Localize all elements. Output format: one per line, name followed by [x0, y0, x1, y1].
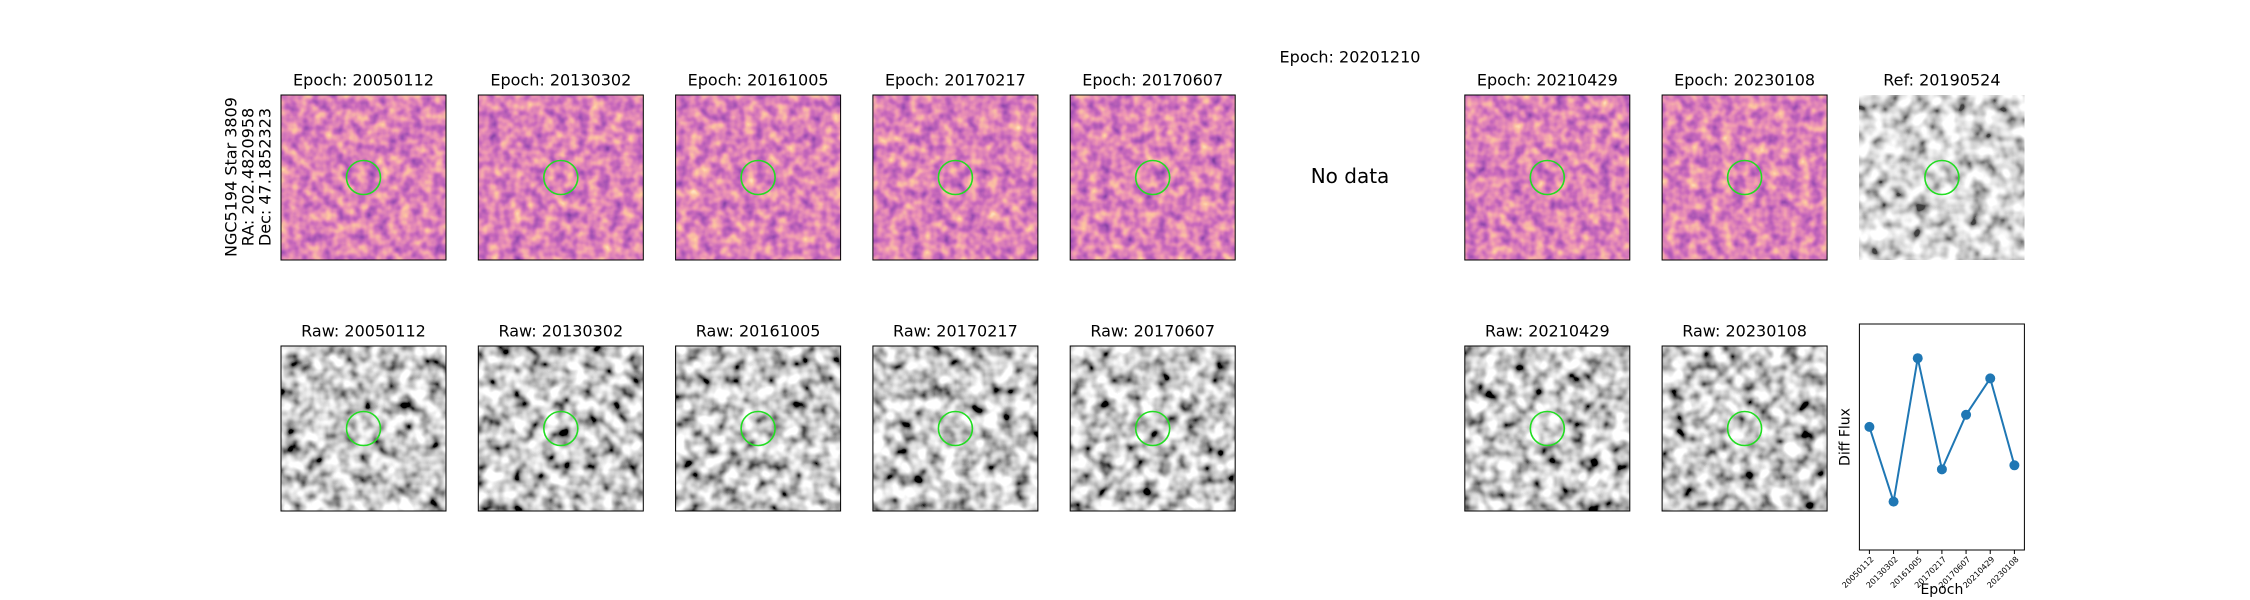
image-panel — [872, 346, 1038, 511]
panel-title: Epoch: 20230108 — [1674, 71, 1815, 90]
image-panel — [478, 95, 644, 260]
star-ra: RA: 202.4820958 — [239, 108, 258, 247]
image-panel — [675, 346, 841, 511]
data-point — [1912, 353, 1923, 364]
panel-title: Raw: 20210429 — [1485, 322, 1610, 341]
plot-frame — [1858, 323, 2025, 551]
panel-frame — [1661, 94, 1828, 261]
aperture — [1726, 159, 1763, 196]
star-dec: Dec: 47.1852323 — [256, 108, 275, 246]
data-point — [1864, 421, 1875, 432]
image-panel — [1464, 95, 1630, 260]
image-panel — [1070, 95, 1236, 260]
image-panel — [1859, 95, 2025, 260]
panel-title: Epoch: 20201210 — [1280, 48, 1421, 67]
image-panel — [675, 95, 841, 260]
panel-title: Raw: 20130302 — [498, 322, 623, 341]
aperture — [1134, 410, 1171, 447]
y-axis-label: Diff Flux — [1837, 408, 1853, 466]
image-panel — [1662, 95, 1828, 260]
panel-title: Epoch: 20170607 — [1082, 71, 1223, 90]
aperture — [542, 159, 579, 196]
panel-title: Ref: 20190524 — [1883, 71, 2000, 90]
aperture — [1924, 159, 1960, 196]
panel-frame — [872, 94, 1039, 261]
data-point — [1961, 409, 1972, 420]
panel-frame — [280, 345, 447, 512]
star-name: NGC5194 Star 3809 — [222, 97, 241, 257]
no-data: No data — [1311, 164, 1390, 188]
aperture — [1529, 159, 1566, 196]
aperture — [740, 410, 776, 447]
aperture — [740, 159, 776, 196]
panel-title: Raw: 20230108 — [1682, 322, 1807, 341]
panel-frame — [1661, 345, 1828, 512]
panel-title: Raw: 20050112 — [301, 322, 426, 341]
panel-frame — [675, 345, 842, 512]
aperture — [345, 410, 382, 447]
aperture — [937, 410, 974, 447]
image-panel — [478, 346, 644, 511]
image-panel — [1662, 346, 1828, 511]
data-point — [2009, 460, 2020, 471]
panel-frame — [1464, 345, 1631, 512]
panel-title: Raw: 20170217 — [893, 322, 1018, 341]
panel-title: Epoch: 20210429 — [1477, 71, 1618, 90]
data-point — [1985, 373, 1996, 384]
panel-frame — [872, 345, 1039, 512]
x-axis-label: Epoch — [1920, 582, 1963, 598]
image-panel — [281, 95, 446, 260]
panel-frame — [477, 94, 644, 261]
panel-frame — [1069, 94, 1236, 261]
panel-title: Epoch: 20161005 — [688, 71, 829, 90]
image-panel — [1070, 346, 1236, 511]
image-panel — [1464, 346, 1630, 511]
image-panel — [281, 346, 446, 511]
panel-frame — [1069, 345, 1236, 512]
data-point — [1888, 496, 1899, 507]
panel-title: Epoch: 20170217 — [885, 71, 1026, 90]
panel-title: Epoch: 20050112 — [293, 71, 434, 90]
aperture — [1529, 410, 1566, 447]
panel-frame — [1464, 94, 1631, 261]
aperture — [937, 159, 974, 196]
aperture — [542, 410, 579, 447]
aperture — [345, 159, 382, 196]
aperture — [1134, 159, 1171, 196]
aperture — [1726, 410, 1763, 447]
data-point — [1936, 464, 1947, 475]
panel-title: Epoch: 20130302 — [490, 71, 631, 90]
panel-frame — [675, 94, 842, 261]
image-panel — [872, 95, 1038, 260]
panel-frame — [280, 94, 447, 261]
panel-frame — [477, 345, 644, 512]
panel-title: Raw: 20161005 — [696, 322, 821, 341]
panel-title: Raw: 20170607 — [1090, 322, 1215, 341]
